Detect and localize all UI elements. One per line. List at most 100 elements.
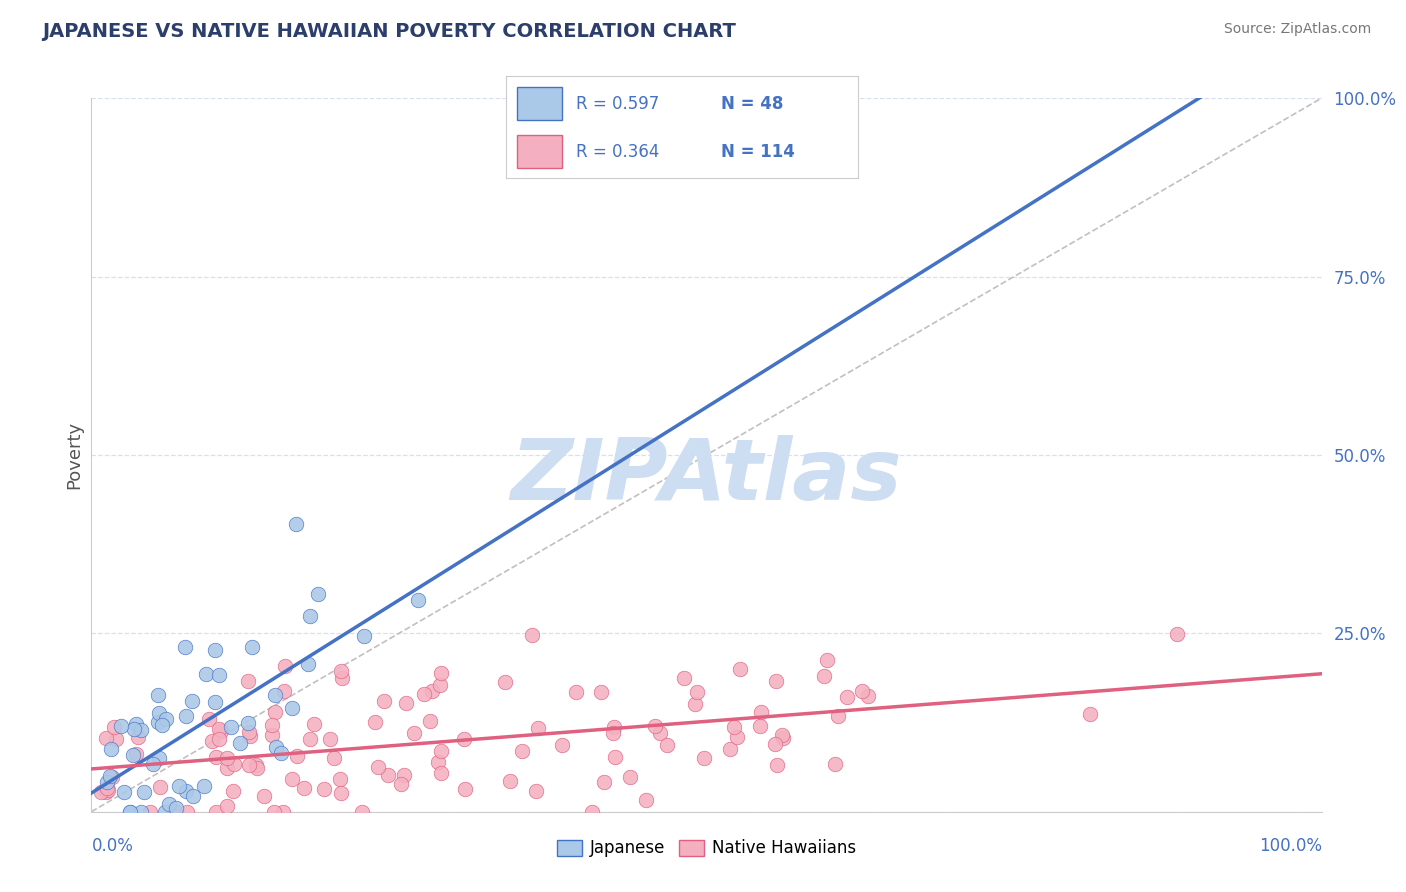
Point: [167, 779, 190, 793]
Point: [813, 668, 835, 682]
Point: [262, 728, 284, 742]
Point: [229, 736, 252, 750]
Point: [204, 695, 226, 709]
Point: [204, 643, 226, 657]
Point: [294, 780, 316, 795]
Point: [148, 751, 170, 765]
Point: [856, 689, 879, 703]
Point: [112, 784, 135, 798]
Point: [520, 628, 543, 642]
Point: [125, 716, 148, 731]
Text: JAPANESE VS NATIVE HAWAIIAN POVERTY CORRELATION CHART: JAPANESE VS NATIVE HAWAIIAN POVERTY CORR…: [42, 22, 737, 41]
Point: [240, 640, 263, 654]
Point: [174, 709, 197, 723]
Point: [274, 658, 297, 673]
Point: [389, 777, 412, 791]
Point: [524, 784, 547, 798]
Point: [155, 712, 177, 726]
Point: [406, 593, 429, 607]
Text: N = 114: N = 114: [720, 143, 794, 161]
Point: [749, 719, 772, 733]
Point: [195, 667, 218, 681]
Point: [377, 768, 399, 782]
Point: [181, 694, 204, 708]
Point: [174, 784, 197, 798]
Point: [510, 743, 533, 757]
Point: [329, 664, 352, 678]
Point: [238, 757, 260, 772]
Point: [148, 780, 170, 795]
Point: [770, 729, 793, 743]
Point: [330, 671, 353, 685]
Point: [96, 782, 118, 797]
Point: [420, 683, 443, 698]
Point: [205, 750, 228, 764]
Point: [593, 775, 616, 789]
Point: [603, 720, 626, 734]
Point: [201, 734, 224, 748]
Point: [148, 688, 170, 702]
Point: [98, 769, 121, 783]
Point: [318, 731, 340, 746]
Point: [392, 768, 415, 782]
Point: [605, 749, 627, 764]
Point: [565, 684, 588, 698]
Point: [312, 781, 335, 796]
Point: [304, 717, 326, 731]
Point: [395, 696, 418, 710]
Point: [236, 715, 259, 730]
Point: [427, 755, 450, 769]
Point: [1166, 627, 1188, 641]
Point: [263, 805, 285, 819]
Point: [718, 742, 741, 756]
Point: [176, 805, 198, 819]
Point: [650, 725, 672, 739]
Point: [373, 694, 395, 708]
Point: [96, 785, 118, 799]
Point: [148, 706, 170, 721]
Point: [165, 801, 187, 815]
Point: [686, 684, 709, 698]
Point: [110, 719, 132, 733]
Point: [285, 749, 308, 764]
Point: [413, 687, 436, 701]
Point: [494, 674, 516, 689]
Point: [273, 684, 295, 698]
Point: [134, 785, 156, 799]
Point: [129, 805, 152, 819]
Point: [239, 730, 262, 744]
Point: [96, 774, 118, 789]
Point: [125, 747, 148, 762]
Point: [1078, 706, 1101, 721]
Point: [655, 738, 678, 752]
Point: [322, 751, 344, 765]
Point: [683, 697, 706, 711]
Point: [602, 726, 624, 740]
Point: [222, 784, 245, 798]
Point: [634, 793, 657, 807]
Point: [236, 674, 259, 689]
Point: [329, 786, 352, 800]
Point: [157, 797, 180, 811]
Point: [90, 785, 112, 799]
Point: [198, 712, 221, 726]
Point: [96, 781, 118, 796]
Y-axis label: Poverty: Poverty: [65, 421, 83, 489]
Point: [264, 739, 287, 754]
Point: [139, 805, 162, 819]
Point: [120, 805, 142, 819]
Point: [217, 799, 239, 814]
Point: [772, 731, 794, 745]
Text: R = 0.597: R = 0.597: [576, 95, 659, 112]
Point: [222, 757, 245, 772]
Point: [430, 666, 453, 681]
Point: [619, 770, 641, 784]
Point: [121, 748, 143, 763]
Text: Source: ZipAtlas.com: Source: ZipAtlas.com: [1223, 22, 1371, 37]
Point: [329, 772, 352, 786]
Point: [430, 765, 453, 780]
Point: [181, 789, 204, 803]
Point: [238, 724, 260, 739]
Point: [217, 761, 239, 775]
Point: [763, 737, 786, 751]
